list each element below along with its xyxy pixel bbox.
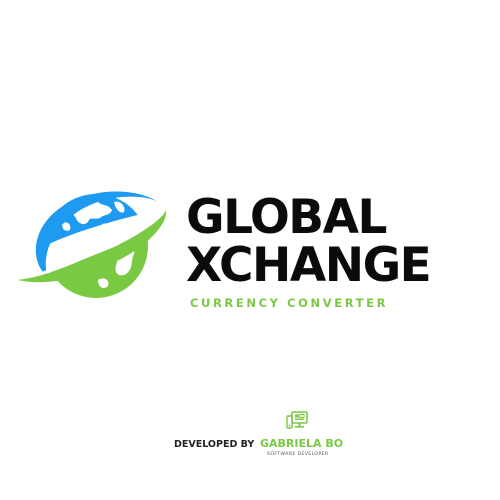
brand-title-line-1: GLOBAL	[186, 190, 387, 245]
brand-subtitle: CURRENCY CONVERTER	[190, 296, 389, 310]
brand-title: GLOBAL XCHANGE	[186, 194, 486, 290]
globe-orbit-icon	[18, 191, 167, 298]
brand-title-line-2: XCHANGE	[186, 238, 432, 293]
developed-by-label: DEVELOPED BY	[174, 439, 255, 450]
computer-monitor-icon	[286, 411, 308, 429]
developer-credit: DEVELOPED BY GABRIELA BO SOFTWARE DEVELO…	[174, 410, 374, 462]
developer-role: SOFTWARE DEVELOPER	[267, 452, 329, 457]
developer-name: GABRIELA BO	[260, 437, 344, 450]
